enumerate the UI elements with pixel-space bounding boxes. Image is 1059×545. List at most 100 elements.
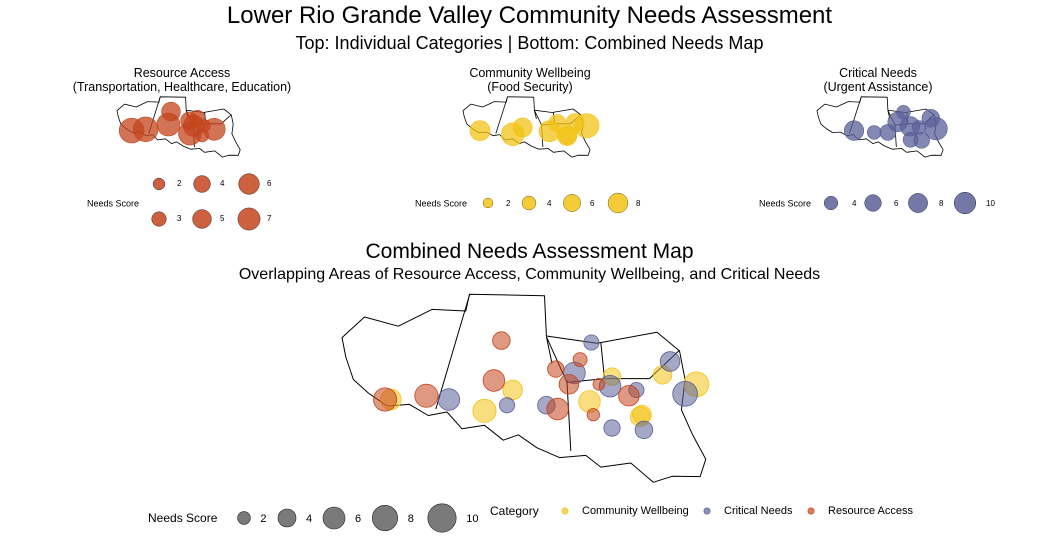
legend-size-key: [953, 191, 977, 215]
data-point-community-wellbeing: [578, 390, 601, 413]
category-legend-key: [561, 507, 569, 515]
panel-title-critical-needs: Critical Needs (Urgent Assistance): [728, 66, 1028, 94]
data-point-resource-access: [572, 352, 588, 368]
legend-tick-label: 3: [177, 214, 182, 223]
legend-size-key: [563, 194, 581, 212]
data-point-critical-needs: [672, 380, 698, 407]
legend-size-key: [151, 211, 167, 227]
panel-title-line1: Community Wellbeing: [469, 66, 591, 80]
size-legend-tick-label: 10: [466, 513, 478, 525]
legend-tick-label: 4: [547, 199, 552, 208]
legend-size-key: [908, 193, 928, 213]
category-legend-key: [703, 507, 711, 515]
size-legend-key: [371, 504, 398, 531]
size-legend-tick-label: 4: [306, 513, 312, 525]
data-point-community-wellbeing: [512, 117, 533, 138]
legend-tick-label: 4: [852, 199, 857, 208]
data-point-critical-needs: [634, 420, 654, 440]
combined-county-boundary: [435, 294, 470, 410]
panel-title-community-wellbeing: Community Wellbeing (Food Security): [380, 66, 680, 94]
data-point-community-wellbeing: [558, 125, 578, 145]
category-legend-item: Critical Needs: [724, 505, 793, 517]
panel-title-line1: Critical Needs: [839, 66, 917, 80]
data-point-resource-access: [373, 387, 398, 412]
data-point-critical-needs: [659, 351, 681, 372]
size-legend-key: [237, 511, 251, 525]
legend-size-key: [823, 195, 839, 211]
legend-size-key: [193, 175, 211, 193]
data-point-critical-needs: [437, 388, 461, 411]
category-legend-item: Community Wellbeing: [582, 505, 689, 517]
panel-2-county-boundary: [495, 96, 508, 134]
size-legend-tick-label: 2: [260, 513, 266, 525]
data-point-critical-needs: [866, 125, 882, 140]
legend-tick-label: 6: [894, 199, 899, 208]
size-legend-key: [427, 503, 457, 533]
data-point-resource-access: [547, 360, 565, 378]
legend-tick-label: 2: [177, 179, 182, 188]
data-point-resource-access: [482, 369, 506, 392]
combined-county-boundary: [545, 336, 553, 364]
legend-tick-label: 5: [220, 214, 225, 223]
legend-size-key: [238, 173, 260, 195]
data-point-resource-access: [492, 331, 511, 350]
legend-label: Needs Score: [759, 198, 811, 208]
data-point-critical-needs: [913, 132, 930, 149]
page-title: Lower Rio Grande Valley Community Needs …: [226, 2, 833, 29]
legend-size-key: [521, 195, 537, 211]
panel-title-resource-access: Resource Access (Transportation, Healthc…: [32, 66, 332, 94]
size-legend-key: [277, 508, 297, 528]
legend-label: Needs Score: [87, 198, 139, 208]
data-point-community-wellbeing: [502, 379, 523, 401]
data-point-resource-access: [414, 383, 439, 408]
data-point-critical-needs: [603, 419, 621, 437]
data-point-community-wellbeing: [574, 113, 600, 139]
data-point-resource-access: [132, 116, 159, 143]
data-point-community-wellbeing: [472, 398, 497, 423]
data-point-critical-needs: [924, 117, 948, 141]
category-legend-key: [807, 507, 815, 515]
data-point-critical-needs: [498, 397, 515, 414]
data-point-resource-access: [156, 112, 181, 137]
legend-tick-label: 10: [986, 199, 995, 208]
page-subtitle: Top: Individual Categories | Bottom: Com…: [295, 33, 764, 53]
panel-title-line2: (Transportation, Healthcare, Education): [72, 80, 292, 94]
data-point-community-wellbeing: [469, 120, 491, 142]
legend-label: Needs Score: [415, 198, 467, 208]
legend-size-key: [607, 192, 629, 214]
data-point-resource-access: [558, 374, 580, 395]
data-point-resource-access: [546, 397, 569, 421]
panel-title-line2: (Urgent Assistance): [823, 80, 933, 94]
legend-tick-label: 6: [590, 199, 595, 208]
data-point-critical-needs: [583, 334, 600, 351]
legend-tick-label: 7: [267, 214, 272, 223]
data-point-resource-access: [592, 377, 606, 391]
data-point-resource-access: [586, 408, 600, 422]
size-legend-tick-label: 8: [408, 513, 414, 525]
category-legend-label: Category: [490, 504, 539, 518]
data-point-resource-access: [618, 385, 640, 407]
legend-tick-label: 2: [506, 199, 511, 208]
legend-size-key: [864, 194, 882, 212]
data-point-critical-needs: [843, 120, 865, 141]
legend-tick-label: 6: [267, 179, 272, 188]
size-legend-label: Needs Score: [148, 511, 218, 525]
size-legend-key: [322, 506, 346, 530]
combined-county-outline: [341, 293, 707, 483]
panel-2-county-boundary: [534, 110, 537, 120]
legend-size-key: [192, 209, 212, 229]
legend-tick-label: 8: [939, 199, 944, 208]
legend-size-key: [237, 207, 261, 231]
combined-map-subtitle: Overlapping Areas of Resource Access, Co…: [238, 266, 821, 283]
legend-size-key: [152, 177, 166, 191]
legend-tick-label: 8: [636, 199, 641, 208]
legend-tick-label: 4: [220, 179, 225, 188]
panel-title-line1: Resource Access: [133, 66, 231, 80]
size-legend-tick-label: 6: [355, 513, 361, 525]
category-legend-item: Resource Access: [828, 505, 913, 517]
legend-size-key: [482, 197, 494, 209]
data-point-resource-access: [197, 119, 211, 133]
combined-map-title: Combined Needs Assessment Map: [365, 240, 694, 263]
panel-title-line2: (Food Security): [487, 80, 573, 94]
